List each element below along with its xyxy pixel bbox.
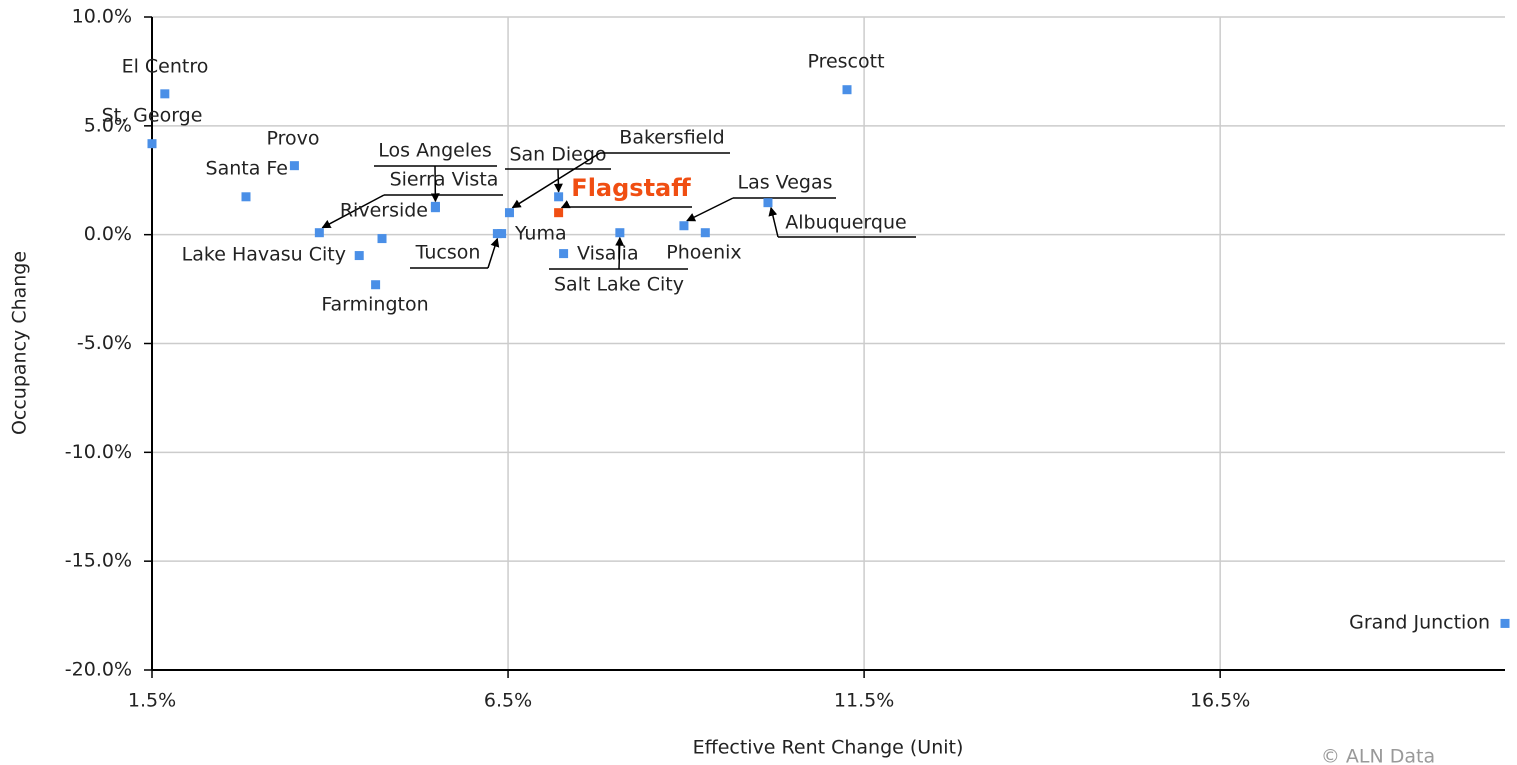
leader-arrow <box>553 168 563 193</box>
point <box>354 251 364 261</box>
y-axis-title: Occupancy Change <box>9 251 31 435</box>
point <box>160 89 170 99</box>
point <box>314 228 324 238</box>
point-label: Salt Lake City <box>554 274 684 296</box>
point <box>504 208 514 218</box>
point <box>377 234 387 244</box>
leader-arrow <box>615 236 625 270</box>
point-label: Provo <box>266 128 319 150</box>
point-label: El Centro <box>122 56 209 78</box>
y-tick-label: 5.0% <box>84 114 132 136</box>
point <box>559 249 569 259</box>
y-tick-label: -15.0% <box>65 550 132 572</box>
point-label: Los Angeles <box>378 140 491 162</box>
point <box>615 228 625 238</box>
y-tick-label: 0.0% <box>84 223 132 245</box>
point-label: Phoenix <box>666 242 741 264</box>
point-label: Yuma <box>514 223 567 245</box>
leader-arrow <box>487 237 500 269</box>
point <box>147 139 157 149</box>
point <box>700 228 710 238</box>
point-label: Riverside <box>340 200 428 222</box>
point-label: Grand Junction <box>1349 612 1490 634</box>
leader-arrow <box>321 194 385 229</box>
point <box>497 229 507 239</box>
point-label: Farmington <box>321 294 428 316</box>
point <box>554 192 564 202</box>
point <box>842 85 852 95</box>
point <box>1500 618 1510 628</box>
leader-arrow <box>560 200 571 209</box>
point-label: Tucson <box>415 242 481 264</box>
point-label: St. George <box>102 105 203 127</box>
point-label: Santa Fe <box>206 158 288 180</box>
point-label: Prescott <box>807 51 884 73</box>
point <box>430 201 440 211</box>
point-label: Lake Havasu City <box>182 244 346 266</box>
credit: © ALN Data <box>1321 746 1435 765</box>
x-tick-label: 16.5% <box>1190 690 1250 712</box>
point-label: Sierra Vista <box>390 169 499 191</box>
point <box>289 161 299 171</box>
y-tick-label: -5.0% <box>77 332 132 354</box>
leader-arrow <box>768 206 779 238</box>
point <box>763 198 773 208</box>
y-tick-label: 10.0% <box>72 6 132 28</box>
point-label: Flagstaff <box>571 174 691 202</box>
point <box>241 192 251 202</box>
point-label: Las Vegas <box>738 172 833 194</box>
point-label: San Diego <box>509 144 606 166</box>
point-label: Albuquerque <box>785 212 906 234</box>
point <box>679 221 689 231</box>
leader-arrow <box>511 152 601 209</box>
leader-arrow <box>686 197 734 222</box>
point-label: Bakersfield <box>619 127 724 149</box>
x-tick-label: 6.5% <box>484 690 532 712</box>
point <box>371 280 381 290</box>
point <box>554 208 564 218</box>
x-tick-label: 11.5% <box>834 690 894 712</box>
x-tick-label: 1.5% <box>128 690 176 712</box>
x-axis-title: Effective Rent Change (Unit) <box>693 737 964 759</box>
y-tick-label: -20.0% <box>65 659 132 681</box>
point-label: Visalia <box>577 243 639 265</box>
y-tick-label: -10.0% <box>65 441 132 463</box>
